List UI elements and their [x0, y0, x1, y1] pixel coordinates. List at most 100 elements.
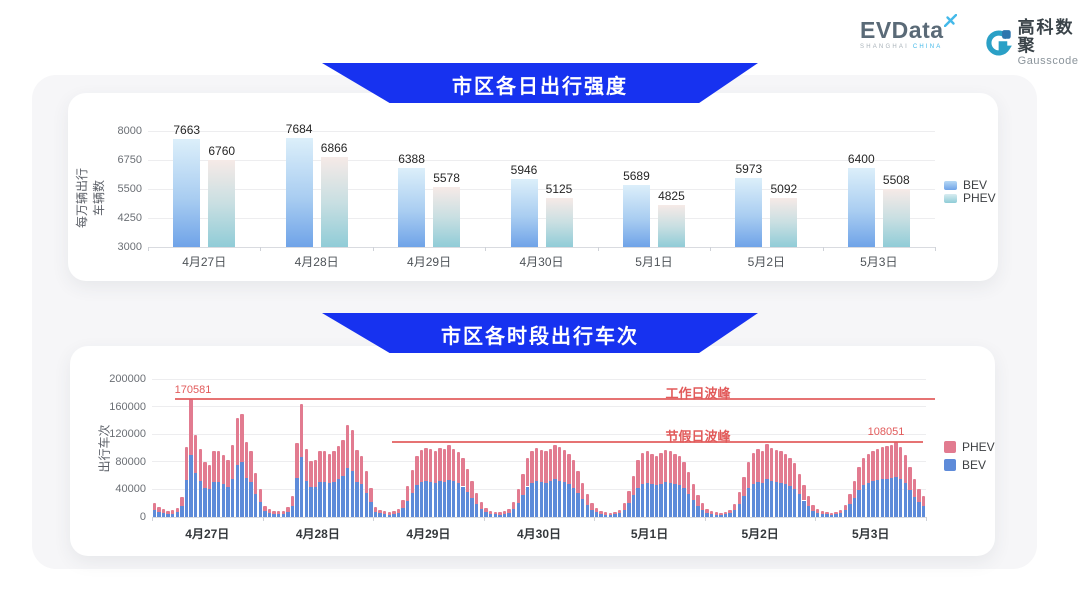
phev-bar[interactable] [369, 488, 373, 502]
phev-bar[interactable] [511, 501, 516, 510]
bev-bar[interactable] [548, 481, 553, 517]
phev-bar[interactable] [657, 204, 685, 247]
phev-bar[interactable] [636, 460, 640, 488]
bev-bar[interactable] [396, 512, 401, 517]
bev-bar[interactable] [908, 490, 912, 517]
bev-bar[interactable] [488, 513, 493, 517]
phev-bar[interactable] [230, 445, 235, 479]
phev-bar[interactable] [594, 508, 599, 513]
phev-bar[interactable] [235, 418, 239, 465]
bev-bar[interactable] [769, 481, 774, 517]
phev-bar[interactable] [548, 448, 553, 482]
phev-bar[interactable] [424, 448, 428, 482]
phev-bar[interactable] [723, 511, 728, 515]
phev-bar[interactable] [599, 510, 603, 514]
bev-bar[interactable] [433, 482, 438, 517]
phev-bar[interactable] [544, 451, 548, 483]
phev-bar[interactable] [843, 504, 848, 511]
phev-bar[interactable] [364, 470, 368, 493]
bev-bar[interactable] [452, 481, 456, 517]
phev-bar[interactable] [382, 511, 387, 515]
bev-bar[interactable] [194, 473, 198, 517]
phev-bar[interactable] [470, 481, 474, 499]
bev-bar[interactable] [866, 482, 871, 517]
bev-bar[interactable] [171, 513, 175, 517]
bev-bar[interactable] [438, 481, 442, 517]
bev-bar[interactable] [553, 479, 557, 517]
bev-bar[interactable] [157, 511, 161, 517]
bev-bar[interactable] [465, 491, 470, 517]
bev-bar[interactable] [617, 513, 622, 517]
bev-bar[interactable] [571, 487, 576, 517]
phev-bar[interactable] [774, 450, 778, 483]
phev-bar[interactable] [576, 470, 580, 493]
bev-bar[interactable] [811, 510, 815, 517]
bev-bar[interactable] [249, 482, 253, 517]
bev-bar[interactable] [373, 511, 378, 517]
phev-bar[interactable] [885, 445, 889, 479]
phev-bar[interactable] [691, 483, 696, 500]
phev-bar[interactable] [866, 453, 871, 483]
phev-bar[interactable] [714, 512, 719, 515]
bev-bar[interactable] [267, 512, 272, 517]
bev-bar[interactable] [470, 498, 474, 517]
bev-bar[interactable] [544, 482, 548, 517]
bev-bar[interactable] [212, 482, 216, 517]
bev-bar[interactable] [581, 499, 585, 517]
bev-bar[interactable] [714, 514, 719, 517]
bev-bar[interactable] [493, 514, 497, 517]
phev-bar[interactable] [355, 450, 359, 482]
phev-bar[interactable] [346, 425, 350, 469]
phev-bar[interactable] [567, 453, 571, 484]
phev-bar[interactable] [622, 503, 626, 510]
phev-bar[interactable] [521, 474, 525, 495]
bev-bar[interactable] [700, 509, 705, 517]
phev-bar[interactable] [871, 450, 875, 482]
phev-bar[interactable] [608, 512, 613, 515]
phev-bar[interactable] [756, 449, 760, 482]
legend-item-bev[interactable]: BEV [944, 458, 986, 472]
phev-bar[interactable] [728, 510, 732, 514]
phev-bar[interactable] [313, 459, 318, 487]
phev-bar[interactable] [545, 197, 573, 247]
bev-bar[interactable] [889, 477, 894, 517]
bev-bar[interactable] [475, 504, 479, 517]
phev-bar[interactable] [359, 455, 364, 485]
bev-bar[interactable] [166, 513, 170, 517]
phev-bar[interactable] [198, 448, 203, 481]
phev-bar[interactable] [820, 511, 825, 515]
phev-bar[interactable] [207, 464, 212, 490]
bev-bar[interactable] [392, 514, 396, 517]
bev-bar[interactable] [207, 489, 212, 517]
bev-bar[interactable] [355, 481, 359, 517]
bev-bar[interactable] [332, 481, 336, 517]
bev-bar[interactable] [875, 480, 880, 517]
bev-bar[interactable] [419, 482, 424, 517]
phev-bar[interactable] [438, 448, 442, 482]
legend-item-phev[interactable]: PHEV [944, 440, 995, 454]
phev-bar[interactable] [378, 510, 382, 514]
bev-bar[interactable] [240, 462, 244, 517]
phev-bar[interactable] [415, 456, 419, 486]
bev-bar[interactable] [230, 478, 235, 517]
phev-bar[interactable] [249, 451, 253, 483]
phev-bar[interactable] [152, 503, 156, 510]
phev-bar[interactable] [581, 482, 585, 500]
phev-bar[interactable] [659, 452, 663, 484]
bev-bar[interactable] [599, 513, 603, 517]
bev-bar[interactable] [235, 464, 239, 517]
phev-bar[interactable] [898, 446, 903, 479]
phev-bar[interactable] [862, 458, 866, 486]
bev-bar[interactable] [290, 506, 295, 517]
bev-bar[interactable] [502, 514, 507, 517]
bev-bar[interactable] [742, 496, 746, 517]
phev-bar[interactable] [194, 434, 198, 474]
phev-bar[interactable] [631, 475, 636, 496]
bev-bar[interactable] [894, 476, 898, 517]
bev-bar[interactable] [521, 494, 525, 517]
bev-bar[interactable] [369, 501, 373, 517]
phev-bar[interactable] [654, 456, 659, 486]
phev-bar[interactable] [272, 510, 276, 514]
bev-bar[interactable] [912, 496, 917, 517]
phev-bar[interactable] [530, 450, 534, 483]
